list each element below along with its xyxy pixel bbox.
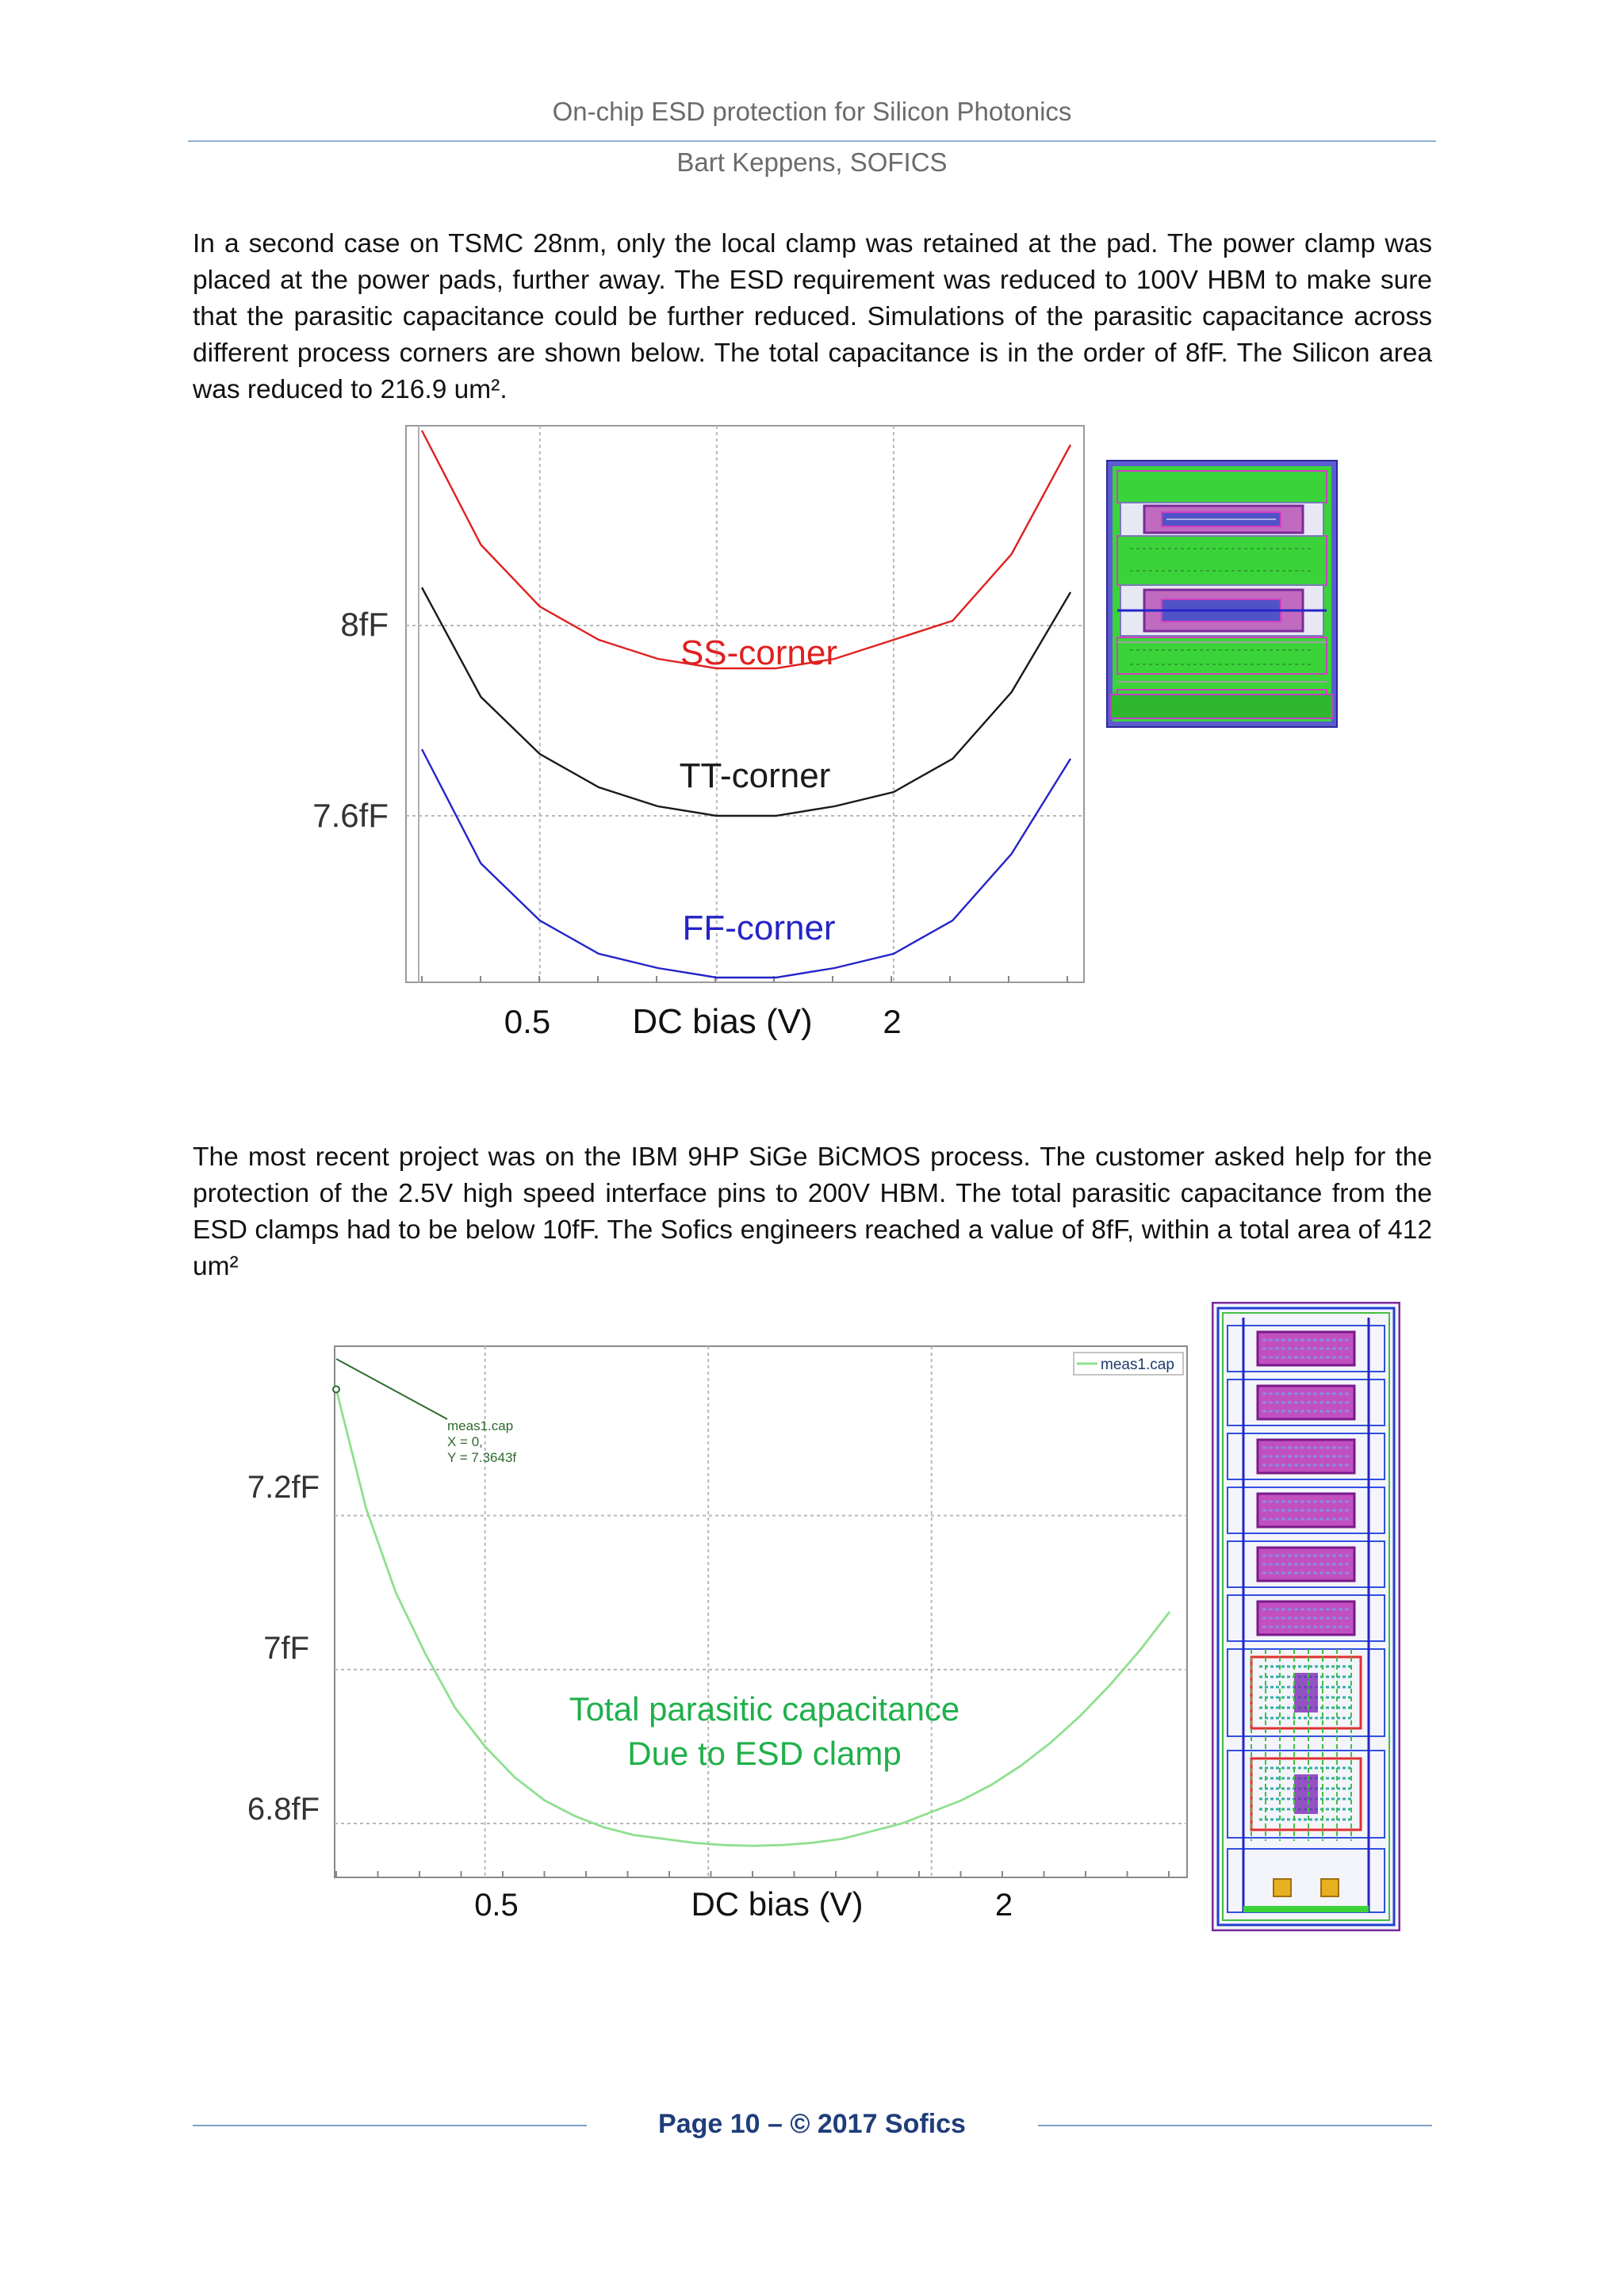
layout2-cell-body: [1256, 1384, 1356, 1421]
chart1-ytick-8ff: 8fF: [340, 606, 389, 643]
chart2-marker-x: X = 0,: [447, 1434, 483, 1449]
layout2-cell-frame: [1227, 1325, 1385, 1372]
chart1-series-ff-corner: [420, 748, 1072, 979]
layout2-cell-frame: [1227, 1379, 1385, 1426]
chart2-marker-y: Y = 7.3643f: [447, 1450, 516, 1465]
footer-rule-left: [193, 2125, 587, 2126]
chart1-series-ss-corner: [420, 430, 1072, 670]
chart1-label-ff-corner: FF-corner: [682, 909, 835, 947]
chart1-series-tt-corner: [420, 587, 1072, 817]
page-footer: Page 10 – © 2017 Sofics: [658, 2109, 966, 2139]
layout2-cells: [1227, 1325, 1385, 1913]
chart2-annotation-line1: Total parasitic capacitance: [569, 1690, 960, 1728]
chart2-ytick-7ff: 7fF: [263, 1631, 309, 1666]
layout2-cell-frame: [1227, 1594, 1385, 1642]
clamp-layout-image-2: [1212, 1302, 1400, 1931]
chart2-ytick-7.2ff: 7.2fF: [247, 1470, 320, 1505]
chart2-xtick-0.5: 0.5: [474, 1888, 519, 1923]
chart1-xtick-2: 2: [883, 1003, 901, 1040]
layout2-cell-frame: [1227, 1433, 1385, 1480]
chart2-legend-label: meas1.cap: [1101, 1357, 1174, 1373]
layout2-cell-body: [1256, 1438, 1356, 1475]
chart1-plot-area: [405, 425, 1085, 983]
chart1-label-tt-corner: TT-corner: [680, 756, 831, 795]
layout2-diode-frame: [1227, 1648, 1385, 1737]
layout2-cell-frame: [1227, 1540, 1385, 1588]
chart2-series-meas1-cap: [335, 1389, 1171, 1847]
layout2-diode-core: [1294, 1673, 1318, 1712]
chart-total-parasitic-capacitance: meas1.cap X = 0, Y = 7.3643f meas1.cap 7…: [247, 1345, 1188, 1923]
chart2-xlabel: DC bias (V): [691, 1885, 863, 1923]
footer-rule-right: [1038, 2125, 1432, 2126]
layout2-diode-core: [1294, 1774, 1318, 1814]
chart2-series-lines: [332, 1385, 1171, 1847]
paragraph-tsmc-28nm: In a second case on TSMC 28nm, only the …: [193, 229, 1432, 404]
paragraph-ibm-9hp: The most recent project was on the IBM 9…: [193, 1142, 1432, 1281]
chart1-ytick-7.6ff: 7.6fF: [312, 797, 389, 834]
layout2-diode-frame: [1227, 1750, 1385, 1839]
layout2-cell-frame: [1227, 1487, 1385, 1534]
chart2-ytick-6.8ff: 6.8fF: [247, 1792, 320, 1827]
layout2-cell-body: [1256, 1492, 1356, 1529]
chart2-xtick-2: 2: [995, 1888, 1013, 1923]
chart2-grid: [335, 1346, 1187, 1877]
chart1-xlabel: DC bias (V): [632, 1002, 812, 1041]
document-header-author: Bart Keppens, SOFICS: [676, 147, 948, 177]
chart1-label-ss-corner: SS-corner: [680, 633, 837, 672]
layout2-cell-body: [1256, 1546, 1356, 1582]
chart1-series-lines: [420, 430, 1072, 979]
document-header-title: On-chip ESD protection for Silicon Photo…: [552, 97, 1072, 126]
chart2-marker-name: meas1.cap: [447, 1418, 513, 1433]
chart2-marker-point: [332, 1385, 340, 1394]
chart2-plot-area: [334, 1345, 1188, 1878]
clamp-layout-image-1: [1106, 460, 1338, 728]
header-divider: [188, 140, 1436, 142]
chart2-marker-leader: [335, 1358, 448, 1420]
layout2-cell-body: [1256, 1330, 1356, 1367]
chart2-annotation-line2: Due to ESD clamp: [627, 1735, 901, 1772]
chart-process-corners: 8fF 7.6fF 0.5 2 DC bias (V) SS-corner TT…: [312, 425, 1085, 1041]
layout2-cell-body: [1256, 1600, 1356, 1636]
chart1-xtick-0.5: 0.5: [504, 1003, 550, 1040]
